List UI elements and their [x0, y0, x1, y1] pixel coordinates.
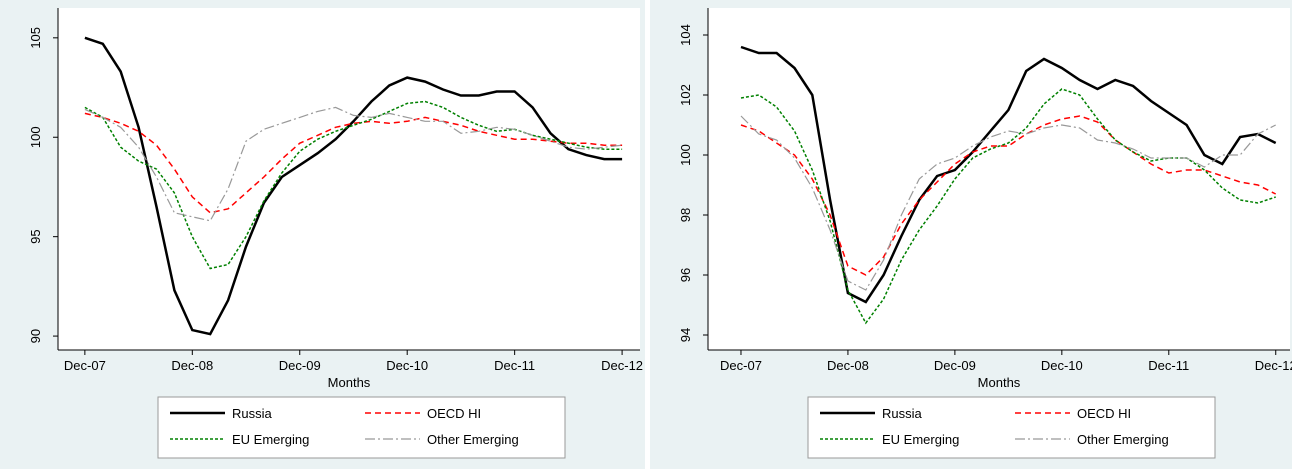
- series-line: [84, 100, 623, 270]
- x-tick-label: Dec-10: [1041, 358, 1083, 373]
- x-tick-label: Dec-07: [64, 358, 106, 373]
- y-tick-label: 100: [28, 126, 43, 148]
- y-tick-label: 105: [28, 27, 43, 49]
- legend-label: EU Emerging: [882, 432, 959, 447]
- legend-label: EU Emerging: [232, 432, 309, 447]
- y-tick-label: 90: [28, 329, 43, 343]
- y-tick-label: 96: [678, 268, 693, 282]
- series-line: [740, 115, 1276, 291]
- x-tick-label: Dec-09: [934, 358, 976, 373]
- plot-area: [708, 8, 1290, 350]
- legend-label: Russia: [232, 406, 273, 421]
- legend-label: Russia: [882, 406, 923, 421]
- x-tick-label: Dec-12: [1255, 358, 1292, 373]
- series-line: [740, 45, 1277, 304]
- x-tick-label: Dec-09: [279, 358, 321, 373]
- plot-area: [58, 8, 640, 350]
- legend-box: [157, 396, 566, 459]
- legend-label: OECD HI: [1077, 406, 1131, 421]
- x-tick-label: Dec-11: [1148, 358, 1189, 373]
- series-line: [84, 36, 623, 336]
- legend-box: [807, 396, 1216, 459]
- legend-label: OECD HI: [427, 406, 481, 421]
- x-tick-label: Dec-08: [827, 358, 869, 373]
- x-axis-label: Months: [978, 375, 1021, 390]
- y-tick-label: 100: [678, 144, 693, 166]
- series-line: [84, 106, 623, 222]
- legend-label: Other Emerging: [1077, 432, 1169, 447]
- series-line: [84, 112, 623, 214]
- x-tick-label: Dec-07: [720, 358, 762, 373]
- y-tick-label: 95: [28, 229, 43, 243]
- x-tick-label: Dec-11: [494, 358, 535, 373]
- series-line: [740, 115, 1277, 276]
- y-tick-label: 104: [678, 24, 693, 46]
- x-tick-label: Dec-10: [386, 358, 428, 373]
- x-tick-label: Dec-08: [171, 358, 213, 373]
- x-axis-label: Months: [328, 375, 371, 390]
- y-tick-label: 102: [678, 84, 693, 106]
- legend-label: Other Emerging: [427, 432, 519, 447]
- y-tick-label: 98: [678, 208, 693, 222]
- x-tick-label: Dec-12: [601, 358, 643, 373]
- y-tick-label: 94: [678, 328, 693, 342]
